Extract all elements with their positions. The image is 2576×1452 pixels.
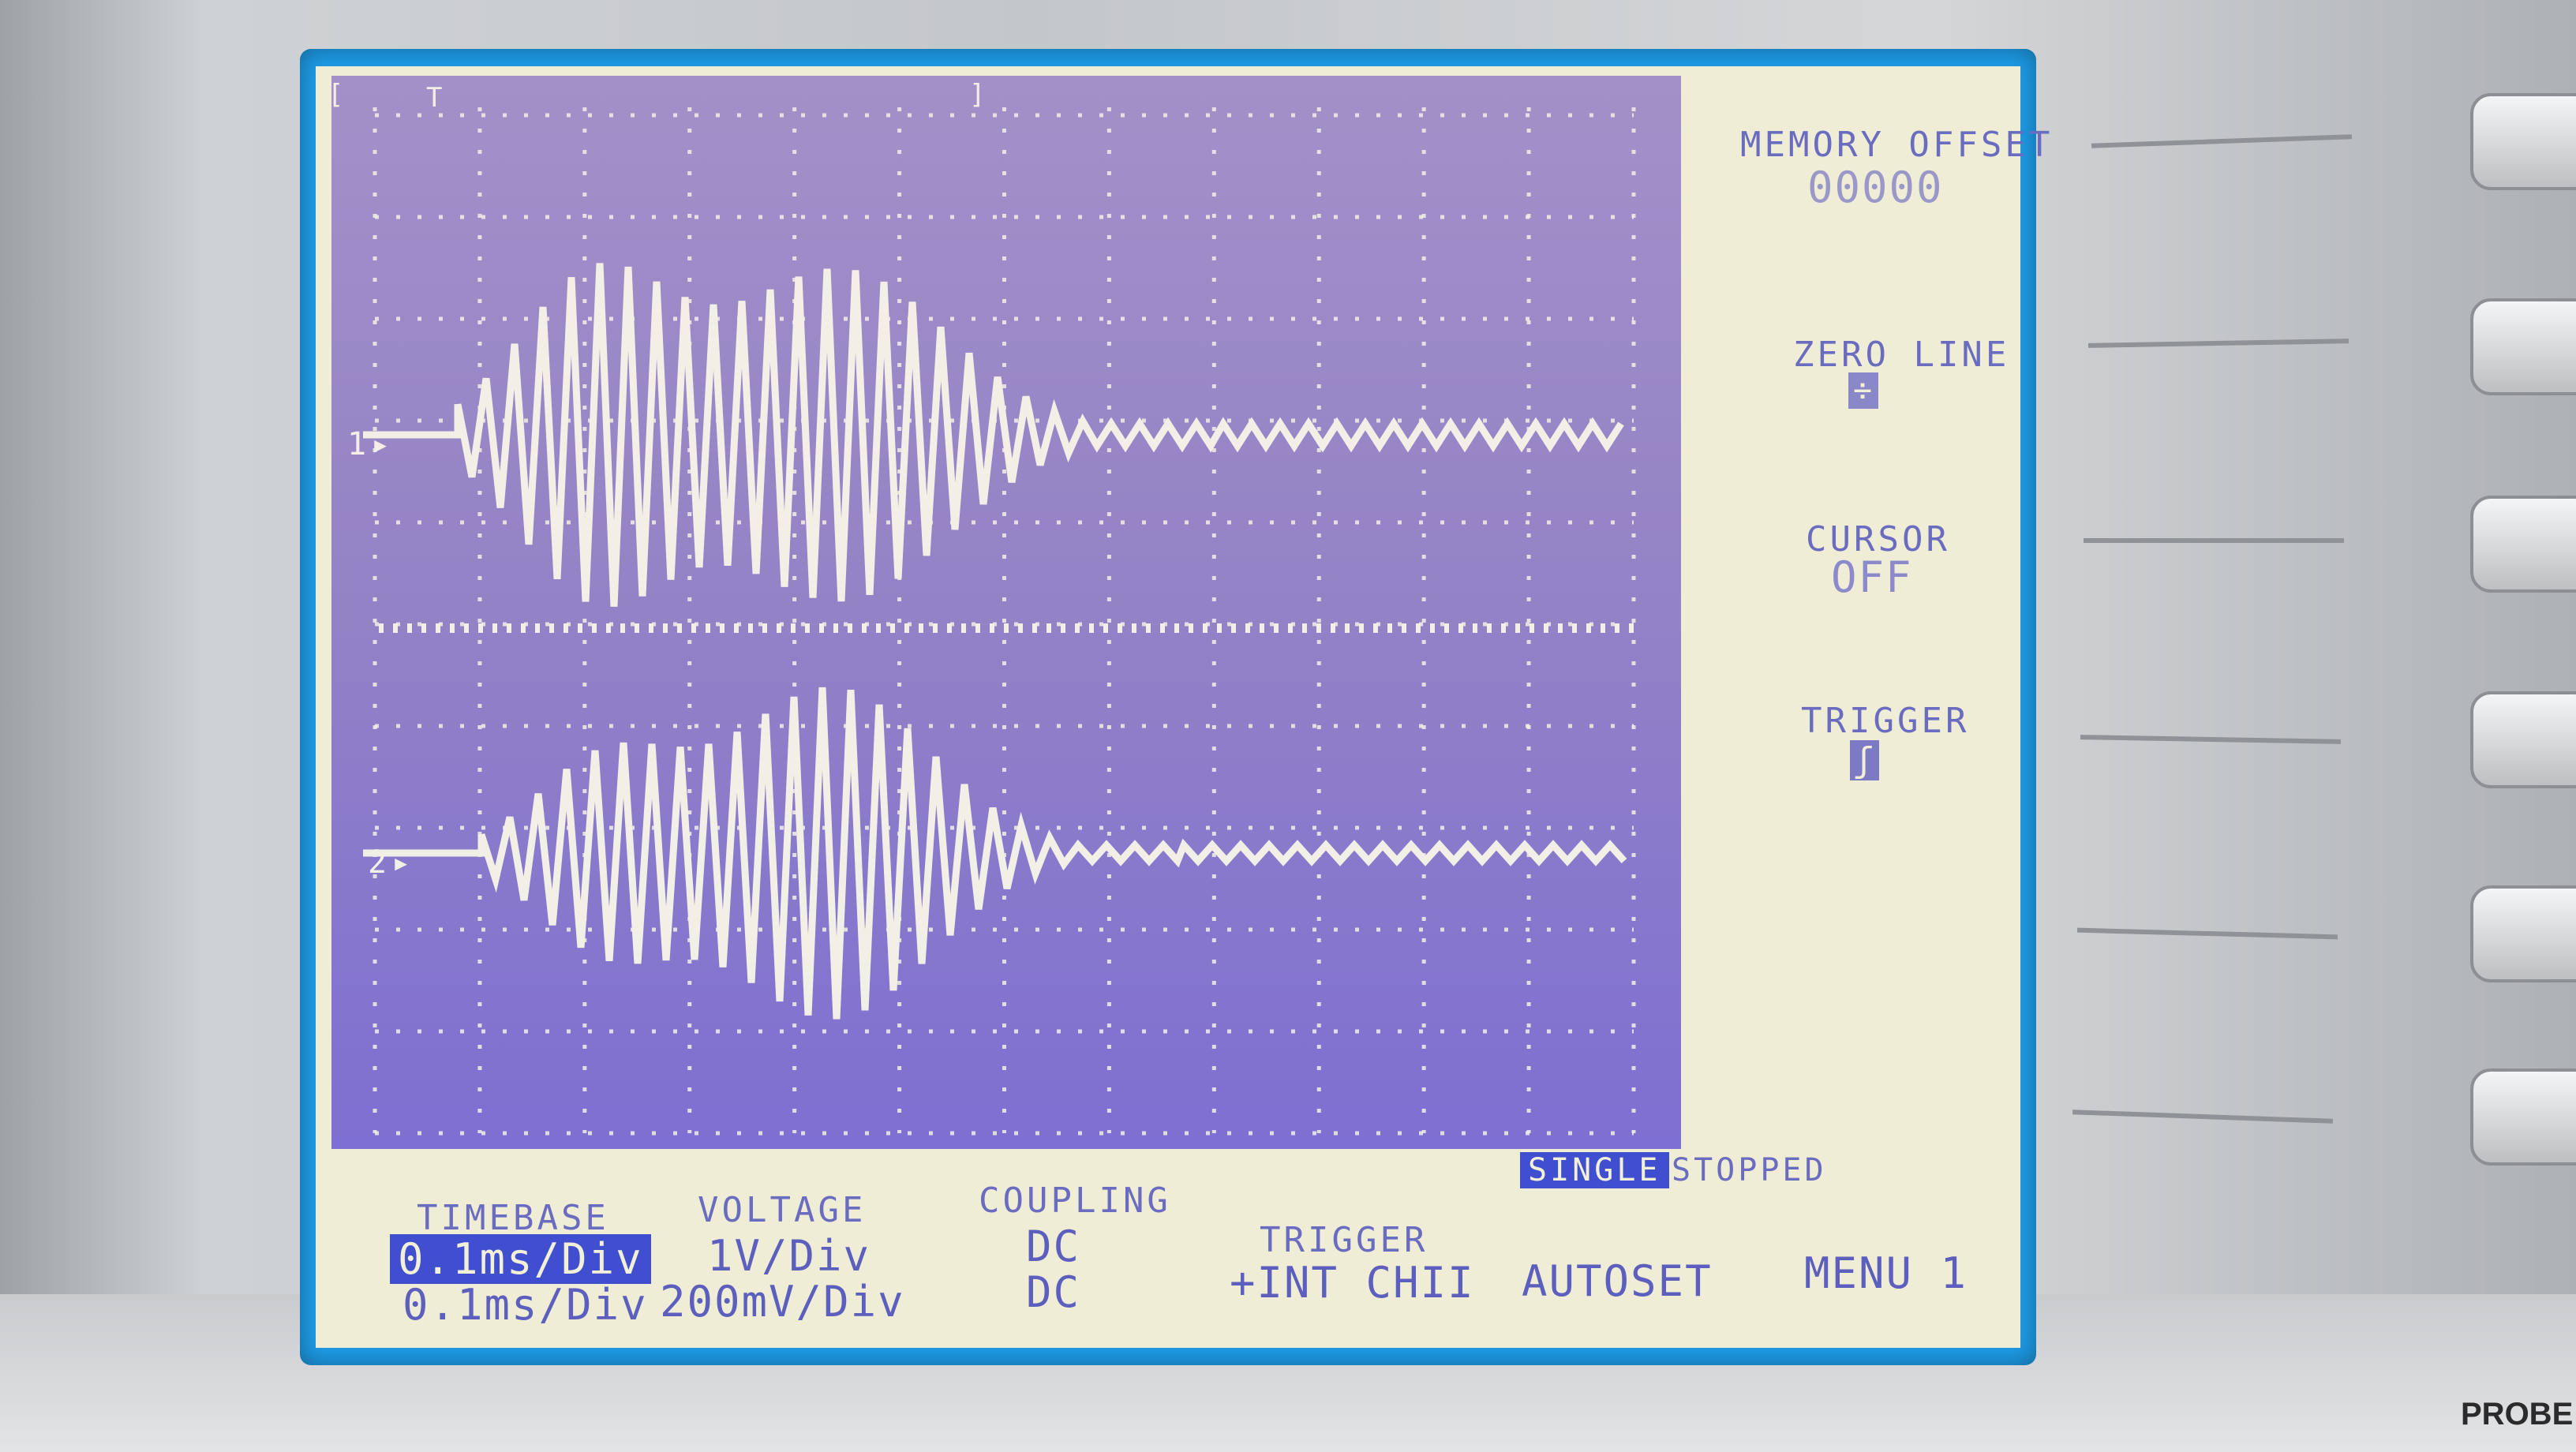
channel-2-marker: 2 (368, 844, 388, 881)
voltage-ch1-value[interactable]: 1V/Div (707, 1231, 871, 1281)
softkey-5-button[interactable] (2470, 885, 2576, 982)
softkey-6-button[interactable] (2470, 1068, 2576, 1166)
channel-2-arrow-icon: ▸ (391, 844, 411, 881)
coupling-ch1-value[interactable]: DC (1026, 1222, 1081, 1271)
window-end-bracket: ] (969, 79, 986, 110)
trigger-source-value[interactable]: +INT CHII (1230, 1258, 1475, 1308)
channel-2-waveform (363, 687, 1627, 1020)
trigger-side-label: TRIGGER (1801, 701, 1970, 741)
timebase-ch2-value[interactable]: 0.1ms/Div (402, 1280, 648, 1330)
coupling-ch2-value[interactable]: DC (1026, 1267, 1081, 1317)
cursor-value[interactable]: OFF (1831, 552, 1913, 602)
softkey-3-guide (2084, 538, 2344, 543)
menu-1-button[interactable]: MENU 1 (1804, 1248, 1968, 1298)
timebase-label: TIMEBASE (417, 1198, 609, 1238)
softkey-4-button[interactable] (2470, 691, 2576, 788)
timebase-ch1-value[interactable]: 0.1ms/Div (390, 1234, 651, 1284)
softkey-3-button[interactable] (2470, 496, 2576, 593)
voltage-ch2-value[interactable]: 200mV/Div (660, 1277, 905, 1327)
window-start-bracket: [ (328, 79, 344, 110)
memory-offset-value[interactable]: 00000 (1807, 163, 1944, 212)
zero-line-icon[interactable]: ÷ (1848, 372, 1879, 409)
probe-label: PROBE (2461, 1397, 2574, 1431)
acquisition-state: STOPPED (1672, 1152, 1827, 1188)
coupling-label: COUPLING (979, 1181, 1171, 1221)
single-mode-badge: SINGLE (1520, 1152, 1669, 1188)
softkey-1-button[interactable] (2470, 93, 2576, 190)
memory-offset-label: MEMORY OFFSET (1740, 125, 2054, 165)
cursor-label: CURSOR (1806, 519, 1950, 559)
trigger-bottom-label: TRIGGER (1260, 1220, 1428, 1260)
autoset-button[interactable]: AUTOSET (1522, 1256, 1713, 1306)
voltage-label: VOLTAGE (698, 1190, 867, 1230)
softkey-2-button[interactable] (2470, 298, 2576, 395)
rising-edge-icon[interactable]: ʃ (1850, 740, 1879, 780)
channel-1-waveform (363, 263, 1624, 607)
channel-1-marker: 1 (347, 426, 367, 462)
trigger-position-marker: T (426, 82, 443, 114)
waveform-plot (331, 76, 1681, 1149)
channel-1-arrow-icon: ▸ (371, 426, 391, 462)
waveform-graticule (363, 107, 1636, 1136)
zero-line-label: ZERO LINE (1793, 335, 2010, 375)
